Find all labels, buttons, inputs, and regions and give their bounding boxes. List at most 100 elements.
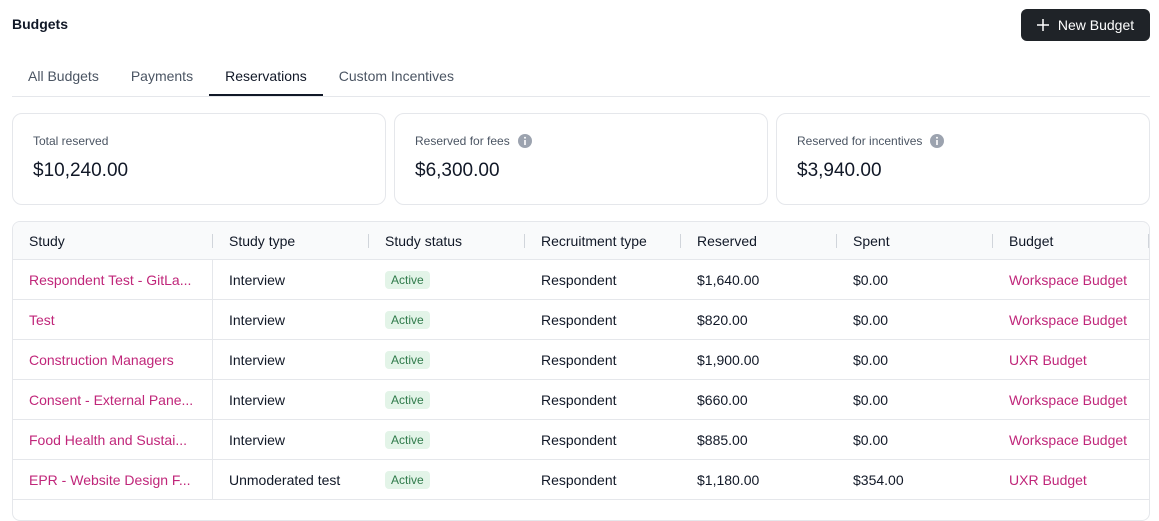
- card-label-row: Reserved for fees: [415, 134, 532, 148]
- status-badge: Active: [385, 310, 430, 329]
- table-cell: Respondent Test - GitLa...: [13, 260, 213, 299]
- column-header[interactable]: Study status: [385, 232, 463, 249]
- table-row: EPR - Website Design F... Unmoderated tes…: [13, 460, 1149, 500]
- budget-link[interactable]: Workspace Budget: [1009, 271, 1128, 288]
- table-cell: Workspace Budget: [993, 380, 1149, 419]
- table-cell: EPR - Website Design F...: [13, 460, 213, 499]
- cell-text: Interview: [229, 431, 286, 448]
- study-link[interactable]: Construction Managers: [29, 351, 174, 368]
- table-cell: Active: [369, 300, 525, 339]
- table-cell: Respondent: [525, 460, 681, 499]
- column-resizer: [524, 234, 525, 248]
- column-resizer: [1148, 234, 1149, 248]
- table-cell: UXR Budget: [993, 460, 1149, 499]
- summary-card: Total reserved $10,240.00: [12, 113, 386, 205]
- table-cell: Workspace Budget: [993, 260, 1149, 299]
- table-cell: Consent - External Pane...: [13, 380, 213, 419]
- column-resizer: [836, 234, 837, 248]
- table-cell: $0.00: [837, 420, 993, 459]
- status-badge: Active: [385, 430, 430, 449]
- cell-text: $1,180.00: [697, 471, 760, 488]
- budget-link[interactable]: UXR Budget: [1009, 351, 1087, 368]
- column-resizer: [992, 234, 993, 248]
- column-header[interactable]: Study type: [229, 232, 296, 249]
- summary-card: Reserved for fees $6,300.00: [394, 113, 768, 205]
- table-cell: Respondent: [525, 340, 681, 379]
- study-link[interactable]: Food Health and Sustai...: [29, 431, 187, 448]
- body: Budgets New Budget All Budgets Payments Re…: [12, 9, 1150, 521]
- cell-text: $0.00: [853, 351, 889, 368]
- button-label: New Budget: [1057, 17, 1135, 33]
- table-cell: Respondent: [525, 260, 681, 299]
- table-cell: UXR Budget: [993, 340, 1149, 379]
- tab[interactable]: Reservations: [209, 57, 323, 96]
- column-header[interactable]: Spent: [853, 232, 890, 249]
- table-cell: Test: [13, 300, 213, 339]
- table-cell: $0.00: [837, 340, 993, 379]
- cell-text: Interview: [229, 351, 286, 368]
- cell-text: Interview: [229, 311, 286, 328]
- table-cell: Construction Managers: [13, 340, 213, 379]
- budget-link[interactable]: Workspace Budget: [1009, 431, 1128, 448]
- table-cell: $1,640.00: [681, 260, 837, 299]
- table-cell: $0.00: [837, 300, 993, 339]
- table-cell: Active: [369, 380, 525, 419]
- table-cell: $0.00: [837, 260, 993, 299]
- table-cell: $1,180.00: [681, 460, 837, 499]
- status-badge: Active: [385, 350, 430, 369]
- budget-link[interactable]: UXR Budget: [1009, 471, 1087, 488]
- study-link[interactable]: EPR - Website Design F...: [29, 471, 191, 488]
- table-cell: Workspace Budget: [993, 300, 1149, 339]
- cell-text: Interview: [229, 271, 286, 288]
- cell-text: $0.00: [853, 391, 889, 408]
- column-header[interactable]: Reserved: [697, 232, 757, 249]
- table-cell: Interview: [213, 340, 369, 379]
- table-cell: Interview: [213, 380, 369, 419]
- cell-text: Respondent: [541, 271, 617, 288]
- tab[interactable]: Payments: [130, 68, 194, 84]
- cell-text: $1,900.00: [697, 351, 760, 368]
- card-value: $10,240.00: [33, 160, 129, 181]
- cell-text: Respondent: [541, 391, 617, 408]
- budget-link[interactable]: Workspace Budget: [1009, 311, 1128, 328]
- study-link[interactable]: Consent - External Pane...: [29, 391, 194, 408]
- study-link[interactable]: Respondent Test - GitLa...: [29, 271, 192, 288]
- table-cell: Respondent: [525, 420, 681, 459]
- table-row: Consent - External Pane... Interview Activ…: [13, 380, 1149, 420]
- table-row: Construction Managers Interview Active Resp…: [13, 340, 1149, 380]
- column-header[interactable]: Budget: [1009, 232, 1054, 249]
- table-cell: Interview: [213, 300, 369, 339]
- budget-link[interactable]: Workspace Budget: [1009, 391, 1128, 408]
- cell-text: $820.00: [697, 311, 748, 328]
- table-cell: $1,900.00: [681, 340, 837, 379]
- card-label: Reserved for incentives: [797, 134, 923, 148]
- card-label-row: Reserved for incentives: [797, 134, 945, 148]
- study-link[interactable]: Test: [29, 311, 55, 328]
- summary-card: Reserved for incentives $3,940.00: [776, 113, 1150, 205]
- page: Budgets {"header":{"title":"Budgets","bu…: [12, 9, 1150, 521]
- cell-text: Interview: [229, 391, 286, 408]
- cell-text: $660.00: [697, 391, 748, 408]
- card-value: $3,940.00: [797, 160, 882, 181]
- column-resizer: [212, 234, 213, 248]
- cell-text: $0.00: [853, 311, 889, 328]
- plus-icon: [1036, 19, 1049, 31]
- table-header: Study Study type Study status Recruitment t…: [13, 222, 1149, 260]
- reservations-table: Study Study type Study status Recruitment t…: [12, 221, 1150, 521]
- column-resizer: [680, 234, 681, 248]
- table-cell: Respondent: [525, 300, 681, 339]
- info-icon[interactable]: [517, 134, 532, 148]
- column-header[interactable]: Recruitment type: [541, 232, 647, 249]
- column-header[interactable]: Study: [29, 232, 65, 249]
- table-cell: Unmoderated test: [213, 460, 369, 499]
- new-budget-button[interactable]: New Budget: [1021, 9, 1150, 41]
- cell-text: $0.00: [853, 271, 889, 288]
- cell-text: $0.00: [853, 431, 889, 448]
- table-row: Test Interview Active Respondent $820.00 $0.0…: [13, 300, 1149, 340]
- table-row: Food Health and Sustai... Interview Active…: [13, 420, 1149, 460]
- tab[interactable]: All Budgets: [28, 68, 99, 84]
- info-icon[interactable]: [930, 134, 945, 148]
- cell-text: $1,640.00: [697, 271, 760, 288]
- tab[interactable]: Custom Incentives: [338, 68, 454, 84]
- card-label: Total reserved: [33, 134, 109, 148]
